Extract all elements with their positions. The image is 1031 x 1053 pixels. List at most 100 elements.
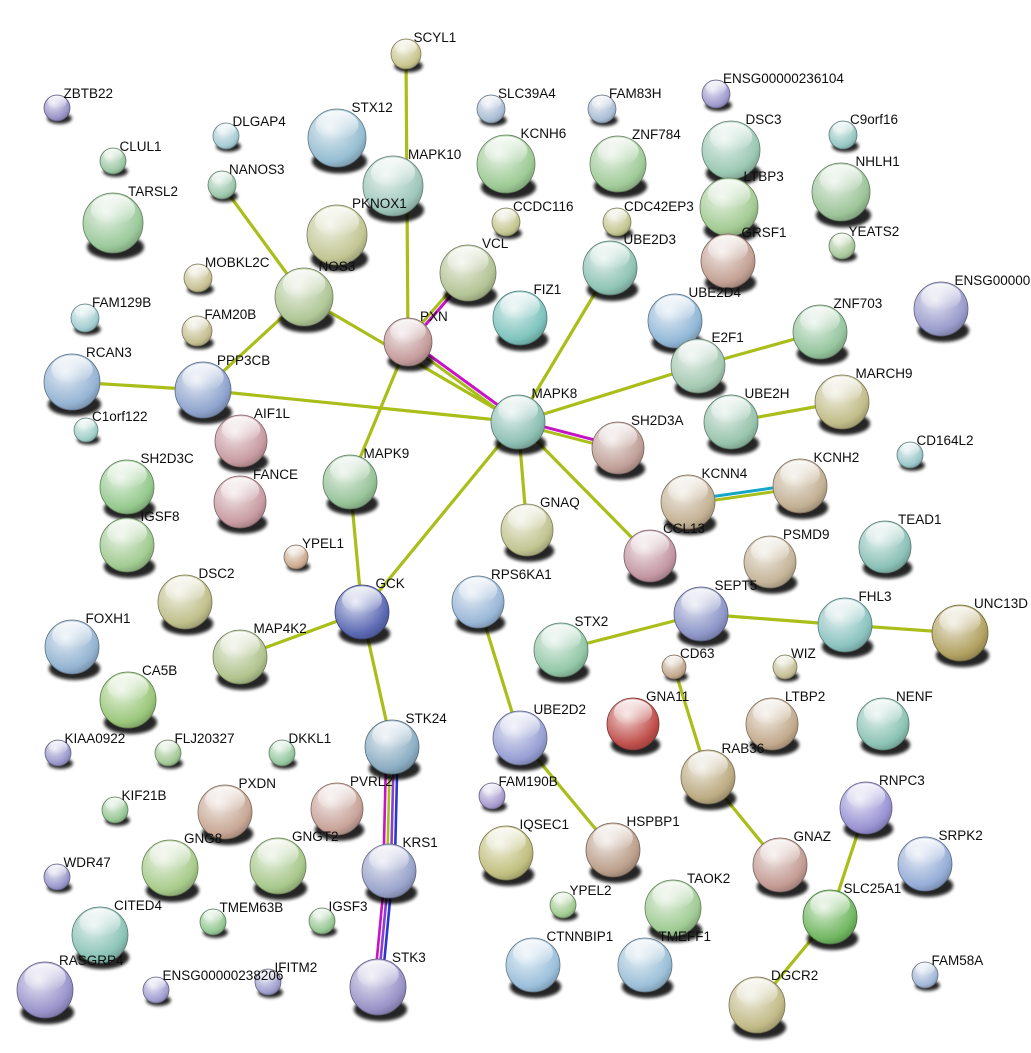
node-group-RPS6KA1 [451,575,506,634]
node-gloss-highlight [591,95,613,110]
node-label-PXDN: PXDN [239,776,277,791]
node-gloss-highlight [221,416,261,443]
node-gloss-highlight [187,264,209,279]
node-group-SCYL1 [390,38,423,73]
node-group-PVRL2 [310,782,365,841]
node-gloss-highlight [905,838,945,866]
node-group-RASGRP4 [16,961,75,1025]
node-group-IFITM2 [254,968,283,998]
node-label-YPEL2: YPEL2 [570,883,612,898]
node-gloss-highlight [486,827,526,855]
node-label-PKNOX1: PKNOX1 [352,196,407,211]
node-gloss-highlight [705,80,727,95]
node-group-UNC13D [931,604,990,668]
node-label-PVRL2: PVRL2 [350,774,393,789]
node-group-GNG8 [141,839,200,903]
node-label-IFITM2: IFITM2 [275,960,318,975]
node-gloss-highlight [390,319,426,344]
node-gloss-highlight [553,892,573,906]
node-gloss-highlight [630,531,670,558]
node-gloss-highlight [77,418,95,431]
node-group-HSPBP1 [585,822,642,883]
node-gloss-highlight [79,908,121,937]
node-label-STX12: STX12 [352,100,393,115]
node-gloss-highlight [107,673,149,702]
node-group-DLGAP4 [212,122,241,152]
node-label-DSC3: DSC3 [746,112,782,127]
node-label-FAM190B: FAM190B [499,774,558,789]
node-gloss-highlight [863,699,903,726]
node-label-GCK: GCK [376,576,405,591]
node-gloss-highlight [655,295,695,323]
node-group-UBE2D3 [582,240,639,301]
node-group-NHLH1 [811,162,872,228]
node-label-KIAA0922: KIAA0922 [65,731,126,746]
edge-MAPK8-E2F1[interactable] [516,364,700,424]
node-group-PPP3CB [174,361,233,425]
node-gloss-highlight [258,969,278,983]
node-gloss-highlight [939,606,981,635]
node-group-SLC39A4 [476,94,507,127]
edge-MAPK8-GCK[interactable] [360,420,520,614]
node-label-SRPK2: SRPK2 [939,828,983,843]
node-label-CTNNBIP1: CTNNBIP1 [547,929,614,944]
node-label-CDC42EP3: CDC42EP3 [624,199,694,214]
node-gloss-highlight [447,246,489,275]
node-group-CLUL1 [99,147,128,177]
node-group-FAM20B [181,315,214,350]
node-label-PXN: PXN [420,309,448,324]
node-group-FIZ1 [492,290,549,351]
node-gloss-highlight [625,939,665,967]
node-gloss-highlight [394,39,418,55]
node-gloss-highlight [832,233,852,247]
node-label-DKKL1: DKKL1 [289,731,332,746]
node-group-DKKL1 [268,739,297,769]
node-gloss-highlight [900,442,920,456]
node-label-CD164L2: CD164L2 [917,433,974,448]
node-group-MARCH9 [814,374,871,435]
node-group-GNAQ [500,503,555,562]
node-gloss-highlight [220,631,260,659]
node-label-HSPBP1: HSPBP1 [627,814,680,829]
node-label-MARCH9: MARCH9 [856,366,913,381]
node-label-DGCR2: DGCR2 [771,968,818,983]
node-group-PKNOX1 [306,204,368,272]
labels-layer: ZBTB22 CLUL1 TARSL2 DLGAP4 NANOS3 MOBKL2C FAM2… [59,30,1031,983]
node-group-PXN [383,317,434,372]
node-label-UNC13D: UNC13D [974,596,1028,611]
node-gloss-highlight [185,316,209,332]
node-group-CTNNBIP1 [505,937,562,998]
node-label-SCYL1: SCYL1 [414,30,457,45]
node-gloss-highlight [458,577,498,604]
edge-PPP3CB-MAPK8[interactable] [201,388,520,424]
node-gloss-highlight [149,841,191,870]
node-gloss-highlight [52,621,92,649]
node-label-UBE2D4: UBE2D4 [689,285,742,300]
node-group-TARSL2 [82,192,144,260]
node-group-TAOK2 [644,879,703,943]
node-label-PSMD9: PSMD9 [783,527,830,542]
node-gloss-highlight [709,122,753,152]
node-group-FAM83H [587,94,618,127]
nodes-layer [16,38,990,1040]
node-group-GNA11 [606,697,661,756]
node-gloss-highlight [593,824,633,852]
node-label-FAM58A: FAM58A [932,953,984,968]
node-gloss-highlight [822,376,862,404]
node-gloss-highlight [103,148,123,162]
node-group-MOBKL2C [183,263,214,296]
node-label-ENSG00000238206: ENSG00000238206 [163,968,284,983]
node-group-WDR47 [43,863,72,893]
node-label-NANOS3: NANOS3 [229,162,285,177]
node-label-YPEL1: YPEL1 [302,536,344,551]
node-gloss-highlight [736,978,778,1007]
node-label-FANCE: FANCE [253,467,298,482]
node-group-RCAN3 [43,353,102,417]
node-label-RNPC3: RNPC3 [879,773,925,788]
node-group-LTBP2 [745,697,800,756]
node-group-MAPK10 [362,155,424,223]
node-group-ZNF784 [589,135,648,199]
node-label-RASGRP4: RASGRP4 [59,953,124,968]
node-group-NENF [856,697,911,756]
node-gloss-highlight [216,123,236,137]
